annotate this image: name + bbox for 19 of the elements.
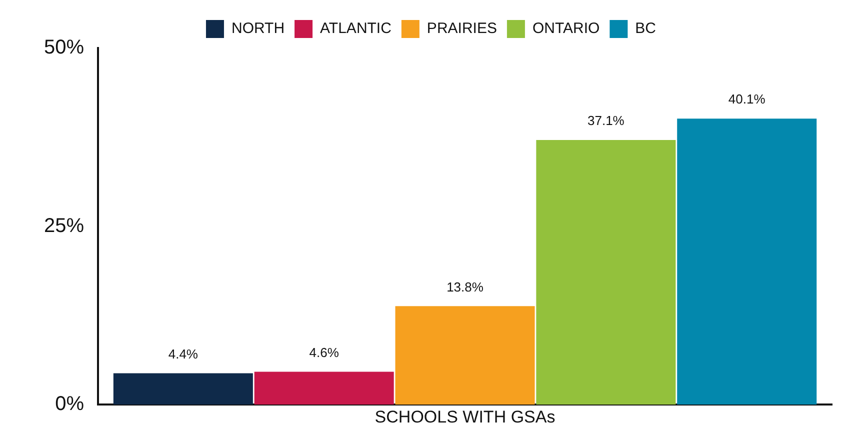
bar	[113, 373, 253, 405]
legend-label: BC	[635, 20, 656, 38]
bar	[677, 118, 817, 405]
bar	[254, 372, 394, 405]
data-label: 37.1%	[588, 113, 625, 128]
legend-label: ATLANTIC	[320, 20, 392, 38]
data-label: 4.6%	[309, 344, 340, 360]
bar	[536, 140, 676, 405]
data-label: 13.8%	[446, 279, 484, 294]
legend-label: NORTH	[231, 20, 285, 38]
y-tick-label: 50%	[44, 36, 84, 59]
bar	[395, 306, 535, 405]
data-label: 4.4%	[168, 346, 198, 362]
x-tick-label: SCHOOLS WITH GSAs	[374, 407, 556, 426]
y-tick-label: 0%	[55, 393, 84, 416]
legend-label: ONTARIO	[532, 20, 600, 38]
legend-label: PRAIRIES	[426, 20, 497, 38]
y-tick-label: 25%	[44, 214, 84, 237]
data-label: 40.1%	[728, 92, 766, 107]
